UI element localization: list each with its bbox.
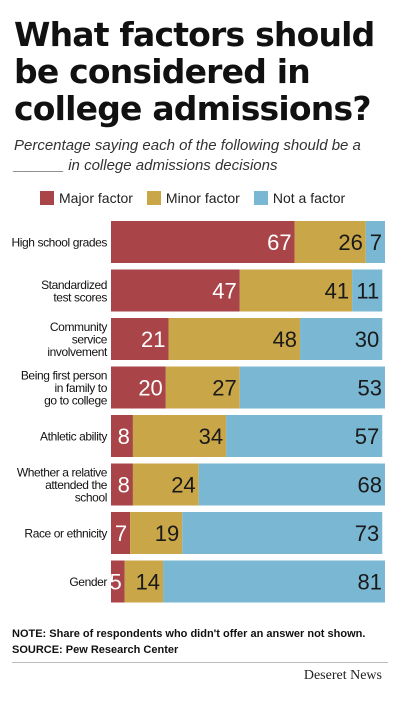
data-label-minor: 34: [199, 424, 223, 449]
bar-segment-major: [111, 221, 295, 263]
bar-segment-not: [365, 221, 385, 263]
bar-segment-minor: [132, 415, 227, 457]
legend-item-minor: Minor factor: [146, 190, 240, 206]
chart-legend: Major factor Minor factor Not a factor: [40, 190, 345, 206]
legend-swatch-minor: [146, 191, 161, 205]
data-label-major: 7: [115, 521, 127, 546]
category-label: involvement: [47, 345, 108, 359]
data-label-major: 8: [118, 473, 130, 498]
category-label: service: [72, 333, 108, 347]
chart-title: What factors should be considered in col…: [14, 15, 375, 128]
publisher-logo: Deseret News: [303, 668, 382, 683]
data-label-not: 30: [355, 327, 379, 352]
data-label-minor: 14: [136, 570, 160, 595]
data-label-major: 8: [118, 424, 130, 449]
stacked-bar-chart: High school grades 67 26 7 Standardizedtest …: [11, 221, 385, 603]
legend-swatch-major: [40, 191, 54, 205]
bar-segment-minor: [130, 512, 183, 554]
data-label-not: 53: [358, 376, 382, 401]
category-label: go to college: [44, 394, 108, 408]
category-label: in family to: [54, 381, 107, 395]
bar-segment-major: [111, 366, 166, 409]
data-label-minor: 48: [273, 327, 297, 352]
bar-segment-not: [182, 512, 383, 554]
data-label-not: 68: [358, 473, 382, 498]
legend-label-not: Not a factor: [272, 190, 346, 206]
bar-segment-minor: [294, 221, 366, 263]
category-label: Race or ethnicity: [24, 527, 107, 541]
bar-segment-minor: [132, 463, 199, 506]
chart-subtitle: Percentage saying each of the following …: [14, 137, 361, 174]
category-label: Whether a relative: [17, 466, 108, 480]
data-label-not: 73: [355, 521, 379, 546]
bar-segment-major: [111, 560, 125, 603]
category-label: test scores: [53, 290, 107, 304]
data-label-minor: 24: [171, 473, 195, 498]
data-label-major: 67: [267, 230, 291, 255]
data-label-major: 47: [212, 279, 236, 304]
legend-label-minor: Minor factor: [165, 190, 240, 206]
bar-segment-minor: [124, 560, 164, 603]
legend-item-major: Major factor: [40, 190, 133, 206]
bar-segment-minor: [168, 318, 301, 360]
bar-segment-not: [300, 318, 383, 360]
category-label: High school grades: [11, 236, 107, 250]
bar-segment-not: [239, 366, 385, 409]
bar-segment-major: [111, 318, 169, 360]
legend-item-not: Not a factor: [253, 190, 346, 206]
legend-label-major: Major factor: [59, 190, 133, 206]
bar-segment-not: [226, 415, 383, 457]
category-label: school: [75, 491, 107, 505]
bar-segment-major: [111, 463, 133, 506]
category-label: Community: [50, 320, 107, 334]
category-label: Athletic ability: [40, 430, 107, 444]
data-label-not: 57: [355, 424, 379, 449]
bar-segment-minor: [239, 269, 353, 312]
bar-segment-minor: [165, 366, 240, 409]
data-label-not: 11: [356, 279, 379, 304]
chart-source: SOURCE: Pew Research Center: [12, 644, 179, 656]
category-label: Standardized: [41, 278, 107, 292]
bar-segment-not: [163, 560, 385, 603]
chart-note: NOTE: Share of respondents who didn't of…: [12, 628, 366, 640]
data-label-minor: 27: [212, 376, 236, 401]
category-label: Being first person: [21, 369, 107, 383]
category-label: attended the: [45, 478, 108, 492]
data-label-minor: 41: [325, 279, 349, 304]
data-label-minor: 26: [338, 230, 362, 255]
data-label-minor: 19: [155, 521, 179, 546]
bar-segment-major: [111, 512, 131, 554]
data-label-not: 7: [370, 230, 382, 255]
data-label-major: 21: [141, 327, 165, 352]
category-label: Gender: [69, 575, 107, 589]
data-label-not: 81: [358, 570, 382, 595]
bar-segment-major: [111, 415, 133, 457]
data-label-major: 5: [109, 570, 121, 595]
divider: [12, 662, 388, 663]
bar-segment-not: [352, 269, 383, 312]
chart-note-block: NOTE: Share of respondents who didn't of…: [12, 626, 392, 658]
bar-segment-major: [111, 269, 240, 312]
bar-segment-not: [198, 463, 385, 506]
legend-swatch-not: [253, 191, 268, 205]
data-label-major: 20: [138, 376, 162, 401]
